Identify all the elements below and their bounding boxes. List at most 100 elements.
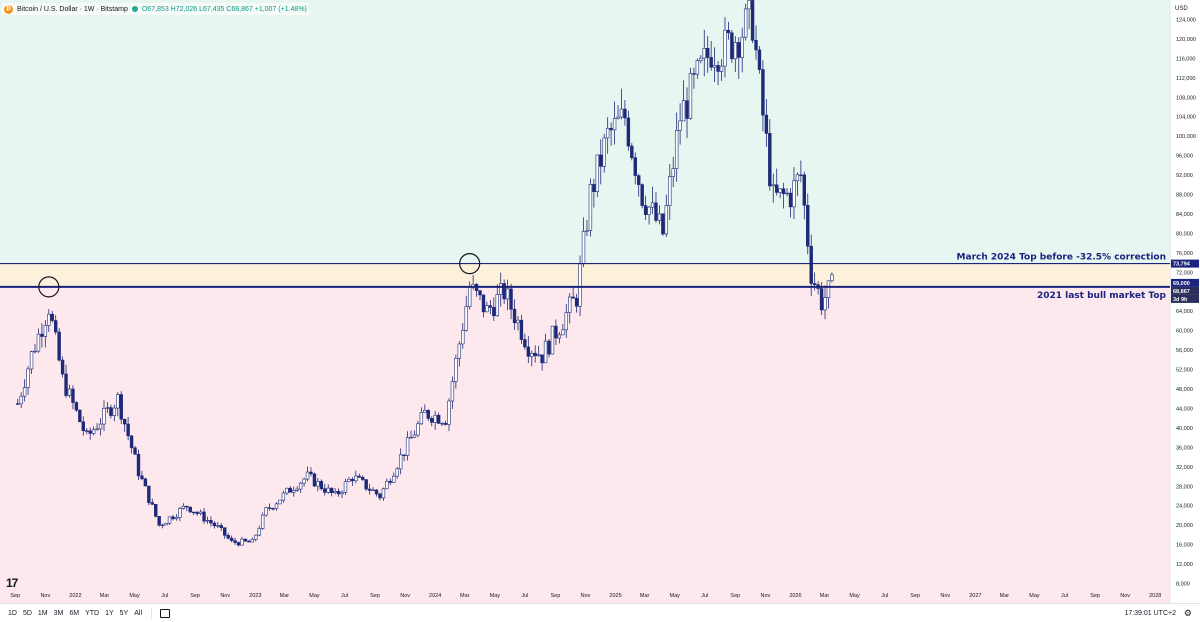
candle-body bbox=[712, 65, 717, 68]
x-tick-label: Sep bbox=[1090, 593, 1100, 599]
badge-last-price-bg bbox=[1171, 286, 1199, 295]
candle-body bbox=[271, 508, 275, 510]
y-tick-label: 108,000 bbox=[1176, 95, 1196, 101]
candle-body bbox=[595, 154, 600, 192]
candle-body bbox=[637, 175, 641, 185]
y-tick-label: 28,000 bbox=[1176, 484, 1193, 490]
candle-body bbox=[198, 511, 203, 514]
candle-body bbox=[630, 145, 634, 158]
candle-body bbox=[378, 493, 382, 499]
candle-body bbox=[485, 305, 489, 313]
bitcoin-icon: ₿ bbox=[4, 4, 13, 14]
symbol-title[interactable]: Bitcoin / U.S. Dollar · 1W · Bitstamp bbox=[17, 5, 128, 13]
candle-body bbox=[692, 73, 696, 75]
candle-body bbox=[612, 118, 617, 131]
range-5y[interactable]: 5Y bbox=[119, 609, 129, 617]
candle-body bbox=[571, 296, 575, 299]
x-tick-label: Jul bbox=[161, 593, 168, 599]
calendar-icon[interactable] bbox=[160, 608, 171, 618]
candle-body bbox=[288, 487, 292, 493]
candle-body bbox=[737, 42, 741, 58]
candle-body bbox=[336, 491, 341, 495]
candle-body bbox=[440, 422, 444, 425]
tradingview-logo[interactable]: 17 bbox=[6, 576, 18, 590]
candle-body bbox=[443, 422, 448, 425]
candle-body bbox=[367, 488, 372, 491]
candle-body bbox=[298, 482, 303, 490]
candle-body bbox=[554, 325, 558, 339]
candle-body bbox=[392, 475, 396, 483]
y-tick-label: 104,000 bbox=[1176, 115, 1196, 121]
candle-body bbox=[402, 454, 406, 456]
candle-body bbox=[191, 511, 196, 514]
candle-body bbox=[519, 319, 524, 340]
candle-body bbox=[22, 387, 27, 397]
candle-body bbox=[454, 358, 458, 382]
candle-body bbox=[664, 205, 669, 235]
candle-body bbox=[181, 505, 186, 509]
range-6m[interactable]: 6M bbox=[69, 609, 80, 617]
candle-body bbox=[716, 65, 720, 72]
candle-body bbox=[409, 437, 413, 439]
candle-body bbox=[819, 288, 824, 311]
clock-readout[interactable]: 17:39:01 UTC+2 bbox=[1124, 609, 1176, 617]
candle-body bbox=[236, 542, 241, 546]
x-tick-label: May bbox=[670, 593, 681, 599]
y-tick-label: 112,000 bbox=[1176, 76, 1195, 82]
x-tick-label: Nov bbox=[220, 593, 230, 599]
candle-body bbox=[557, 334, 562, 339]
candle-body bbox=[371, 489, 375, 492]
candle-body bbox=[564, 312, 568, 331]
price-chart[interactable]: 124,000 120,000 116,000 112,000 108,000 104,0… bbox=[0, 0, 1200, 603]
ohlc-values: O67,853 H72,026 L67,435 C68,867 +1,007 (… bbox=[141, 5, 307, 13]
candle-body bbox=[778, 188, 782, 193]
circle-marker bbox=[459, 252, 481, 275]
candle-body bbox=[285, 487, 289, 494]
candle-body bbox=[395, 468, 399, 477]
candle-body bbox=[381, 488, 386, 499]
range-1y[interactable]: 1Y bbox=[105, 609, 114, 617]
candle-body bbox=[706, 48, 710, 58]
range-1d[interactable]: 1D bbox=[8, 609, 17, 617]
zone-band-zone bbox=[0, 263, 1170, 287]
gear-icon[interactable]: ⚙ bbox=[1183, 607, 1192, 618]
y-tick-label: 48,000 bbox=[1176, 387, 1193, 393]
candle-body bbox=[205, 520, 210, 522]
badge-last-price: 68,867 bbox=[1173, 289, 1190, 295]
x-tick-label: Nov bbox=[581, 593, 591, 599]
currency-label[interactable]: USD bbox=[1175, 6, 1188, 12]
candle-body bbox=[747, 0, 751, 10]
candle-body bbox=[802, 174, 807, 206]
x-tick-label: Mar bbox=[100, 593, 110, 599]
range-ytd[interactable]: YTD bbox=[85, 609, 100, 617]
candle-body bbox=[681, 100, 686, 122]
candle-body bbox=[423, 410, 427, 413]
candle-body bbox=[561, 329, 565, 336]
candle-body bbox=[761, 69, 765, 116]
candle-body bbox=[640, 184, 644, 206]
candle-body bbox=[212, 522, 217, 527]
range-1m[interactable]: 1M bbox=[37, 609, 48, 617]
market-status-icon bbox=[131, 6, 138, 12]
candle-body bbox=[719, 65, 724, 72]
candle-body bbox=[78, 409, 82, 423]
candle-body bbox=[243, 538, 248, 542]
y-tick-label: 52,000 bbox=[1176, 368, 1193, 374]
candle-body bbox=[67, 388, 72, 396]
x-tick-label: Mar bbox=[1000, 593, 1010, 599]
range-3m[interactable]: 3M bbox=[53, 609, 64, 617]
candle-body bbox=[533, 352, 537, 357]
x-tick-label: Mar bbox=[820, 593, 830, 599]
candle-body bbox=[578, 263, 582, 307]
candle-body bbox=[495, 294, 499, 317]
candle-body bbox=[543, 340, 548, 364]
candle-body bbox=[592, 184, 596, 192]
candle-body bbox=[643, 205, 648, 215]
candle-body bbox=[478, 290, 482, 296]
range-all[interactable]: All bbox=[134, 609, 143, 617]
candle-body bbox=[609, 127, 613, 131]
x-tick-label: May bbox=[1029, 593, 1040, 599]
candle-body bbox=[88, 430, 92, 434]
candle-body bbox=[150, 502, 154, 505]
range-5d[interactable]: 5D bbox=[22, 609, 32, 617]
